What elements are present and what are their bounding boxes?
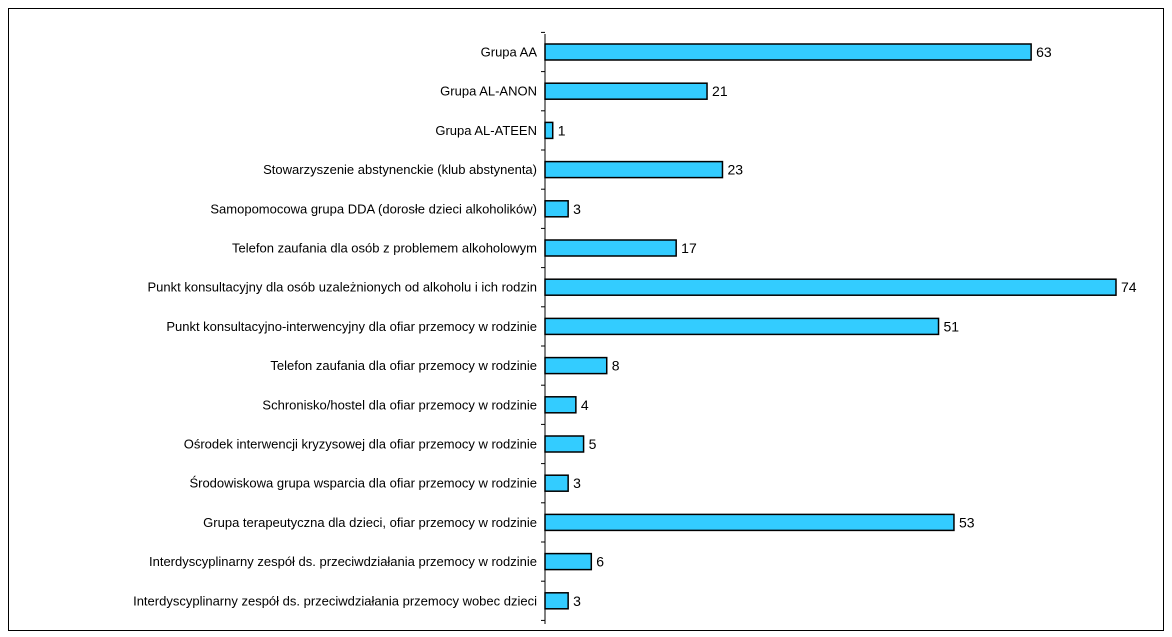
bar bbox=[544, 356, 608, 375]
category-label: Punkt konsultacyjny dla osób uzależniony… bbox=[147, 280, 537, 295]
category-label: Stowarzyszenie abstynenckie (klub abstyn… bbox=[263, 162, 537, 177]
value-label: 53 bbox=[959, 514, 975, 530]
bar bbox=[544, 278, 1117, 296]
value-label: 3 bbox=[573, 201, 581, 217]
category-label: Grupa terapeutyczna dla dzieci, ofiar pr… bbox=[203, 515, 537, 530]
value-label: 21 bbox=[712, 83, 728, 99]
category-label: Punkt konsultacyjno-interwencyjny dla of… bbox=[166, 319, 537, 334]
value-label: 74 bbox=[1121, 279, 1137, 295]
category-label: Grupa AL-ATEEN bbox=[435, 123, 537, 138]
value-label: 5 bbox=[589, 436, 597, 452]
bar bbox=[544, 200, 569, 218]
value-label: 8 bbox=[612, 358, 620, 374]
bar bbox=[544, 239, 677, 257]
bar bbox=[544, 43, 1032, 61]
bar bbox=[544, 396, 577, 414]
category-label: Grupa AA bbox=[481, 45, 538, 60]
bar bbox=[544, 552, 593, 571]
value-label: 3 bbox=[573, 593, 581, 609]
category-label: Interdyscyplinarny zespół ds. przeciwdzi… bbox=[149, 554, 537, 569]
category-label: Ośrodek interwencji kryzysowej dla ofiar… bbox=[184, 437, 537, 452]
bar bbox=[544, 121, 554, 140]
value-label: 3 bbox=[573, 475, 581, 491]
value-label: 1 bbox=[558, 122, 566, 138]
category-label: Telefon zaufania dla ofiar przemocy w ro… bbox=[270, 358, 537, 373]
value-label: 4 bbox=[581, 397, 589, 413]
bar bbox=[544, 82, 708, 100]
bar bbox=[544, 317, 940, 336]
category-label: Telefon zaufania dla osób z problemem al… bbox=[232, 241, 537, 256]
category-label: Grupa AL-ANON bbox=[440, 84, 537, 99]
bar bbox=[544, 513, 955, 532]
value-label: 63 bbox=[1036, 44, 1052, 60]
category-label: Schronisko/hostel dla ofiar przemocy w r… bbox=[262, 397, 537, 412]
value-label: 51 bbox=[944, 318, 960, 334]
category-label: Samopomocowa grupa DDA (dorosłe dzieci a… bbox=[210, 201, 537, 216]
bar bbox=[544, 435, 585, 453]
category-label: Interdyscyplinarny zespół ds. przeciwdzi… bbox=[133, 593, 537, 608]
value-label: 23 bbox=[727, 162, 743, 178]
category-label: Środowiskowa grupa wsparcia dla ofiar pr… bbox=[189, 476, 537, 491]
value-label: 6 bbox=[596, 554, 604, 570]
bar bbox=[544, 160, 724, 179]
value-label: 17 bbox=[681, 240, 697, 256]
bar bbox=[544, 474, 569, 492]
bar bbox=[544, 592, 569, 610]
